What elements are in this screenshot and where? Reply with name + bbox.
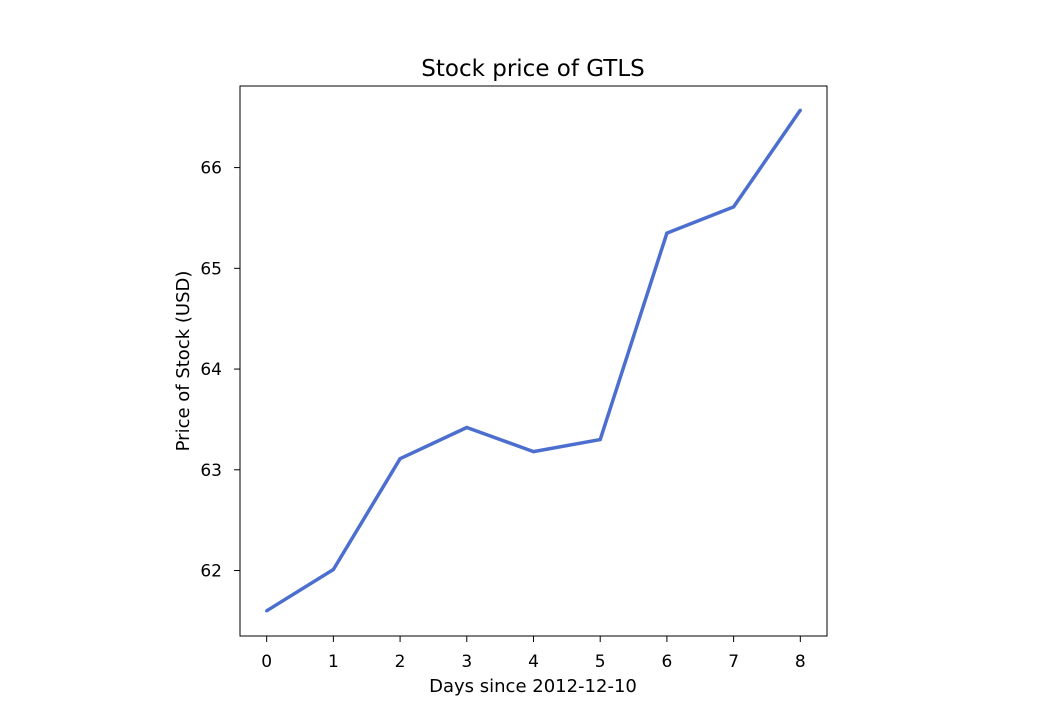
x-tick-label: 4	[528, 652, 539, 672]
plot-area	[240, 86, 827, 636]
x-tick-label: 5	[595, 652, 606, 672]
data-point	[599, 438, 602, 441]
data-point	[398, 457, 401, 460]
y-axis-ticks: 62 63 64 65 66	[200, 159, 240, 582]
y-tick-label: 63	[200, 461, 222, 481]
x-tick-label: 0	[261, 652, 272, 672]
y-tick-label: 62	[200, 562, 222, 582]
data-point	[799, 109, 802, 112]
y-axis-label: Price of Stock (USD)	[173, 271, 194, 452]
y-tick-label: 64	[200, 360, 222, 380]
x-tick-label: 2	[395, 652, 406, 672]
x-tick-label: 1	[328, 652, 339, 672]
data-point	[532, 450, 535, 453]
data-point	[265, 609, 268, 612]
x-axis-label: Days since 2012-12-10	[429, 676, 637, 697]
x-tick-label: 6	[661, 652, 672, 672]
data-point	[332, 568, 335, 571]
x-tick-label: 3	[461, 652, 472, 672]
y-tick-label: 66	[200, 159, 222, 179]
x-tick-label: 8	[795, 652, 806, 672]
data-point	[732, 205, 735, 208]
data-point	[665, 231, 668, 234]
x-tick-label: 7	[728, 652, 739, 672]
x-axis-ticks: 0 1 2 3 4 5 6 7 8	[261, 636, 805, 672]
data-point	[465, 426, 468, 429]
chart-title: Stock price of GTLS	[421, 56, 644, 82]
y-tick-label: 65	[200, 259, 222, 279]
